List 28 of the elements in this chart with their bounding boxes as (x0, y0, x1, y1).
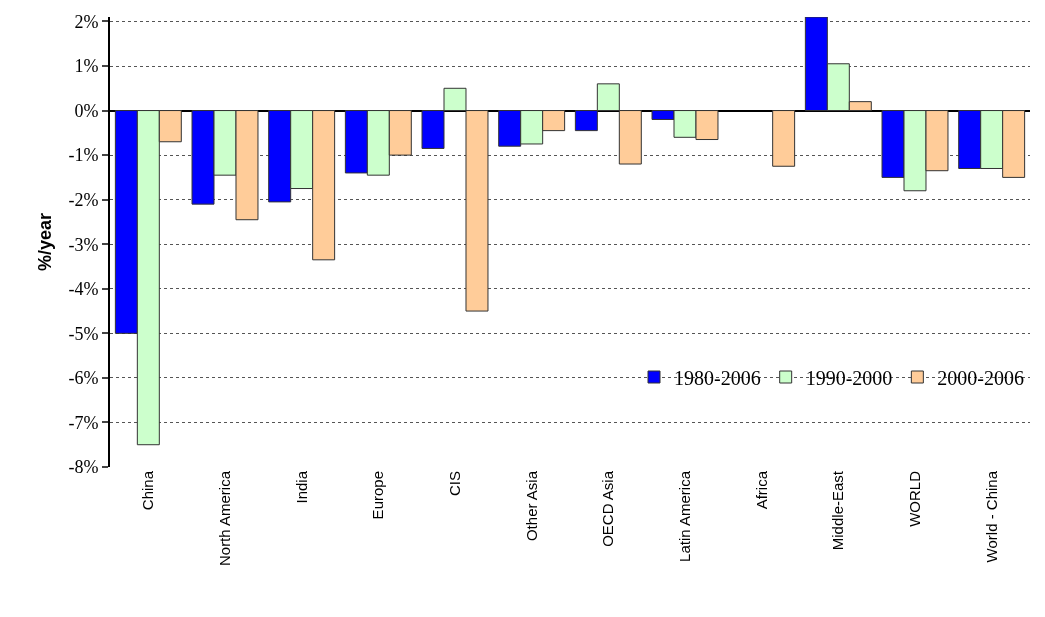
x-tick-label: OECD Asia (599, 470, 617, 547)
y-tick-label: -7% (68, 412, 99, 433)
x-tick-label: Africa (752, 470, 770, 510)
x-tick-label: Latin America (675, 470, 693, 562)
bar (772, 110, 796, 167)
y-tick-label: -1% (68, 145, 99, 166)
y-tick-label: -3% (68, 234, 99, 255)
x-tick-label: Other Asia (522, 470, 540, 542)
x-tick-label: WORLD (905, 470, 923, 527)
y-tick-label: -8% (68, 457, 99, 478)
x-tick-label: North America (215, 470, 233, 567)
x-tick-label: CIS (445, 471, 463, 497)
y-tick-label: 1% (74, 56, 99, 77)
legend-label: 1980-2006 (674, 366, 761, 389)
x-tick-label: India (292, 470, 310, 504)
legend-label: 1990-2000 (805, 366, 893, 389)
y-tick-label: -4% (68, 279, 99, 300)
y-tick-label: -6% (68, 368, 99, 389)
y-tick-label: 0% (74, 100, 99, 121)
x-tick-label: World - China (982, 470, 1000, 563)
y-axis-title: %/year (35, 212, 56, 272)
y-tick-label: 2% (74, 11, 99, 32)
y-tick-label: -5% (68, 323, 99, 344)
y-tick-label: -2% (68, 189, 99, 210)
legend-label: 2000-2006 (937, 366, 1025, 389)
x-tick-label: Middle-East (829, 470, 847, 551)
x-tick-label: China (139, 470, 157, 511)
x-tick-label: Europe (369, 471, 387, 520)
